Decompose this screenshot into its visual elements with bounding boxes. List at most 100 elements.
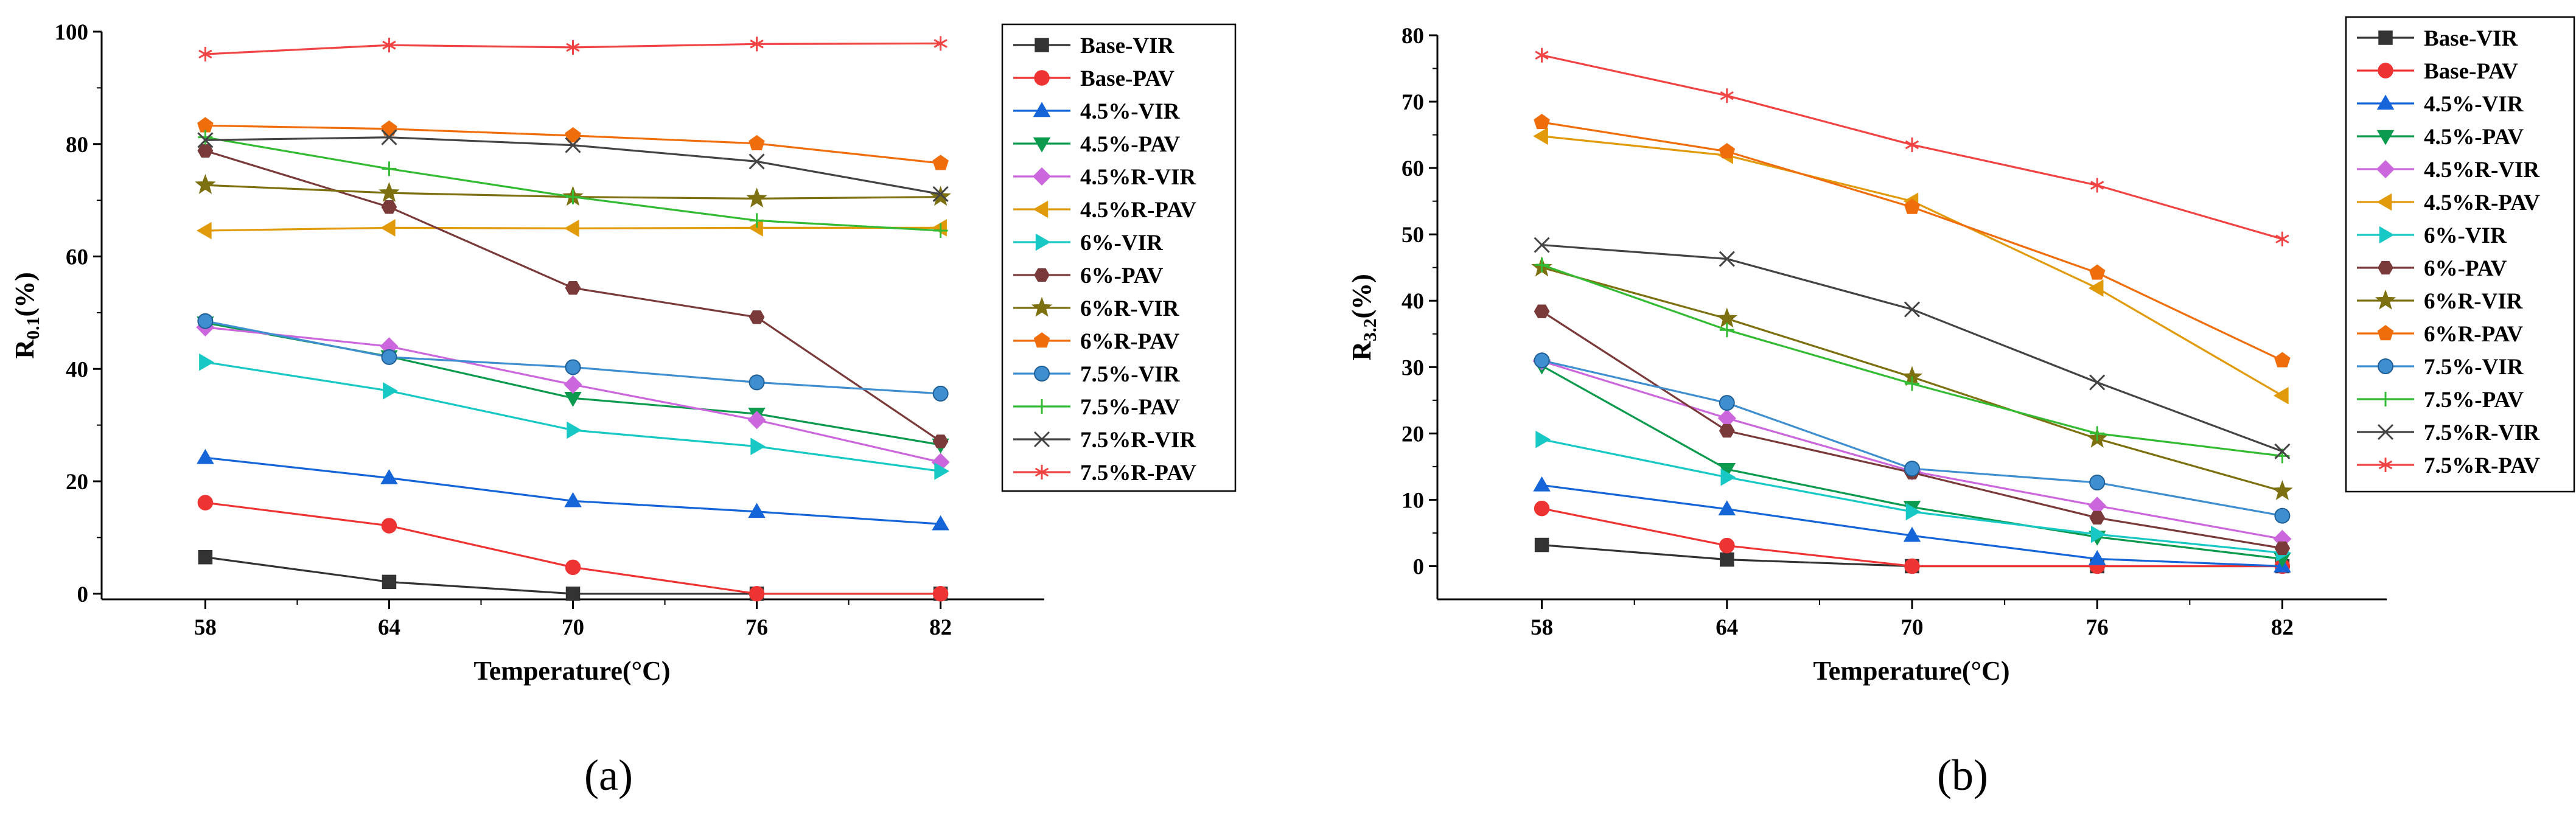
y-tick-label-a: 0	[77, 582, 89, 607]
x-tick-label-a: 64	[378, 615, 400, 640]
data-point-6pct-vir-a	[383, 382, 398, 400]
legend-marker-6pctr-vir-b	[2375, 289, 2396, 310]
legend-label-7-5pctr-vir-a: 7.5%R-VIR	[1080, 428, 1196, 453]
data-point-7-5pctr-vir-b	[1904, 301, 1921, 318]
x-tick-label-a: 76	[745, 615, 768, 640]
panel-label-a: (a)	[584, 751, 633, 800]
legend-item-4-5pct-pav-a: 4.5%-PAV	[1013, 132, 1180, 157]
series-7-5pctr-vir-a	[197, 129, 949, 203]
data-point-6pctr-pav-b	[2274, 352, 2291, 368]
data-point-4-5pct-vir-a	[380, 469, 398, 484]
data-point-4-5pctr-pav-b	[1533, 127, 1548, 145]
y-tick-label-b: 30	[1401, 355, 1424, 380]
data-point-7-5pct-vir-b	[1534, 352, 1550, 369]
legend-marker-7-5pctr-pav-a	[1035, 465, 1049, 479]
y-tick-label-b: 10	[1401, 488, 1424, 513]
data-point-6pct-vir-b	[1720, 469, 1736, 486]
legend-label-6pct-pav-b: 6%-PAV	[2424, 256, 2507, 281]
legend-marker-7-5pctr-vir-a	[1033, 431, 1050, 448]
data-point-4-5pctr-pav-b	[2088, 279, 2104, 297]
legend-label-4-5pctr-pav-b: 4.5%R-PAV	[2424, 190, 2540, 215]
legend-marker-7-5pctr-vir-b	[2377, 423, 2394, 441]
legend-item-6pct-vir-b: 6%-VIR	[2357, 223, 2507, 248]
data-point-base-pav-a	[197, 495, 214, 511]
x-tick-label-a: 70	[562, 615, 584, 640]
data-point-4-5pctr-pav-b	[2273, 386, 2289, 405]
x-tick-label-b: 70	[1901, 615, 1924, 640]
data-point-7-5pct-vir-b	[1904, 461, 1920, 477]
series-6pct-vir-a	[199, 353, 950, 480]
data-point-7-5pctr-pav-a	[198, 46, 212, 61]
legend-label-6pct-vir-b: 6%-VIR	[2424, 223, 2507, 248]
legend-label-6pctr-vir-a: 6%R-VIR	[1080, 296, 1180, 321]
data-point-6pctr-pav-b	[2089, 264, 2106, 280]
data-point-7-5pctr-vir-b	[2089, 374, 2106, 391]
data-point-7-5pctr-pav-b	[1535, 47, 1549, 63]
data-point-4-5pctr-pav-a	[564, 220, 579, 237]
data-point-7-5pct-vir-a	[565, 359, 581, 375]
data-point-6pct-pav-b	[2089, 511, 2106, 525]
data-point-6pctr-vir-a	[746, 187, 767, 208]
data-point-base-pav-a	[932, 586, 949, 602]
legend-marker-4-5pct-pav-b	[2376, 130, 2395, 145]
series-7-5pct-pav-a	[198, 130, 948, 239]
series-6pct-pav-b	[1534, 304, 2291, 556]
y-tick-label-a: 60	[66, 245, 88, 270]
legend-marker-base-vir-b	[2378, 30, 2393, 45]
legend-marker-4-5pctr-vir-a	[1032, 167, 1052, 186]
y-tick-label-a: 80	[66, 133, 88, 158]
y-axis-label-subscript-a: 0.1	[23, 317, 43, 340]
data-point-4-5pct-vir-b	[1533, 476, 1551, 492]
legend-label-7-5pct-pav-a: 7.5%-PAV	[1080, 395, 1180, 420]
data-point-7-5pctr-pav-b	[1905, 137, 1919, 152]
data-point-6pctr-pav-a	[749, 134, 765, 151]
data-point-4-5pct-vir-a	[564, 492, 582, 507]
data-point-base-pav-a	[749, 586, 765, 602]
x-tick-label-a: 82	[929, 615, 952, 640]
data-point-7-5pctr-vir-b	[2274, 443, 2291, 459]
panel-label-b: (b)	[1937, 751, 1988, 800]
data-point-6pctr-vir-a	[379, 181, 400, 202]
legend-item-7-5pctr-pav-b: 7.5%R-PAV	[2357, 453, 2540, 478]
legend-marker-6pctr-vir-a	[1031, 296, 1053, 317]
y-axis-label-unit-b: (%)	[1347, 274, 1377, 318]
data-point-6pctr-vir-b	[2272, 480, 2293, 500]
series-4-5pctr-pav-a	[196, 219, 947, 240]
data-point-7-5pct-vir-a	[932, 385, 949, 402]
legend-label-base-pav-a: Base-PAV	[1080, 66, 1175, 91]
y-axis-label-subscript-b: 3.2	[1360, 319, 1380, 342]
legend-marker-4-5pct-pav-a	[1033, 137, 1051, 153]
y-tick-label-b: 60	[1401, 156, 1424, 181]
legend-marker-6pct-vir-b	[2379, 226, 2395, 244]
y-tick-label-a: 40	[66, 357, 88, 382]
legend-item-7-5pctr-vir-a: 7.5%R-VIR	[1013, 428, 1196, 453]
data-point-6pct-vir-a	[934, 462, 950, 480]
data-point-6pct-vir-a	[199, 353, 214, 371]
legend-marker-4-5pctr-pav-b	[2376, 193, 2392, 211]
series-7-5pctr-pav-a	[198, 36, 948, 61]
legend-label-7-5pctr-vir-b: 7.5%R-VIR	[2424, 420, 2540, 445]
data-point-base-vir-a	[198, 549, 213, 565]
y-tick-label-b: 40	[1401, 289, 1424, 314]
legend-item-4-5pctr-pav-a: 4.5%R-PAV	[1013, 198, 1196, 223]
data-point-6pct-vir-b	[1535, 430, 1551, 448]
legend-label-6pctr-vir-b: 6%R-VIR	[2424, 289, 2524, 314]
legend-label-7-5pctr-pav-a: 7.5%R-PAV	[1080, 461, 1196, 486]
legend-marker-7-5pct-pav-a	[1035, 399, 1049, 414]
series-7-5pct-pav-b	[1534, 257, 2290, 464]
y-tick-label-b: 50	[1401, 223, 1424, 248]
data-point-7-5pctr-vir-a	[749, 153, 765, 170]
x-tick-label-b: 82	[2271, 615, 2294, 640]
legend-label-base-pav-b: Base-PAV	[2424, 59, 2518, 84]
legend-item-6pctr-pav-b: 6%R-PAV	[2357, 322, 2523, 347]
data-point-7-5pctr-pav-b	[2275, 231, 2289, 246]
series-7-5pct-vir-a	[197, 313, 949, 402]
legend-marker-6pct-pav-a	[1034, 268, 1050, 282]
chart-panel-b: 0 10 20 30 40 50 60 70 80 58 64 70 76 82 Temperature(°…	[1347, 16, 2575, 686]
legend-label-4-5pct-pav-a: 4.5%-PAV	[1080, 132, 1180, 157]
legend-item-4-5pct-vir-a: 4.5%-VIR	[1013, 99, 1181, 124]
y-tick-label-a: 20	[66, 470, 88, 495]
series-7-5pctr-vir-b	[1534, 237, 2291, 459]
y-tick-label-b: 80	[1401, 24, 1424, 49]
series-6pct-pav-a	[197, 144, 949, 448]
